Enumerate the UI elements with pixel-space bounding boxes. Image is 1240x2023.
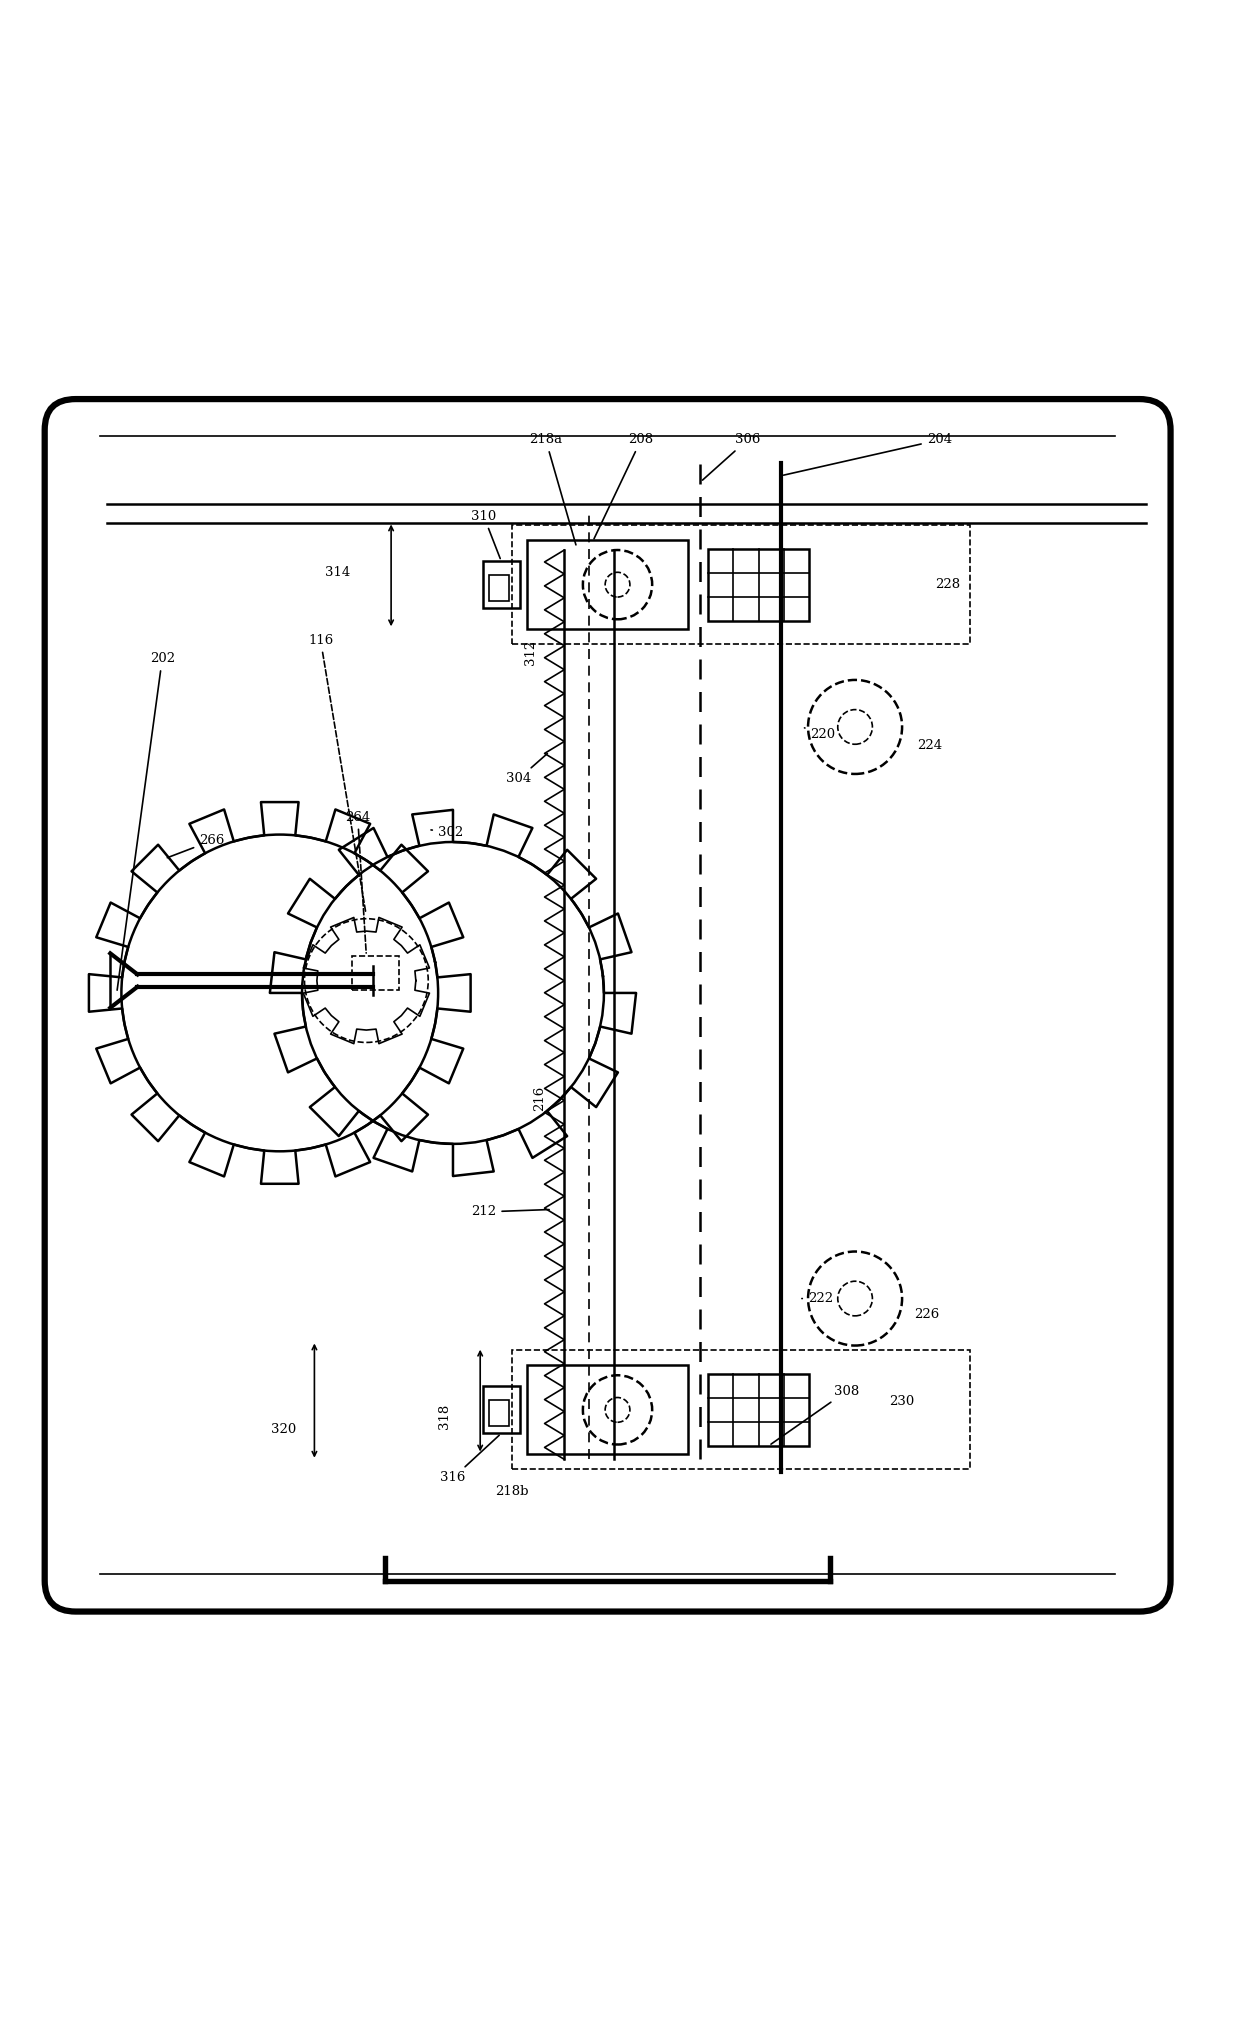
Text: 306: 306	[703, 433, 760, 479]
Text: 218a: 218a	[529, 433, 575, 544]
Text: 216: 216	[533, 1086, 546, 1111]
Text: 312: 312	[525, 639, 537, 666]
Bar	[512, 1351, 970, 1469]
Text: 228: 228	[935, 579, 961, 591]
Text: 116: 116	[308, 633, 366, 914]
Text: 226: 226	[914, 1309, 940, 1321]
Text: 318: 318	[438, 1404, 451, 1428]
Bar	[708, 548, 810, 621]
Bar	[527, 1366, 688, 1455]
Bar	[482, 1386, 520, 1434]
Text: 230: 230	[889, 1394, 915, 1408]
Text: 302: 302	[432, 825, 463, 840]
Text: 202: 202	[117, 651, 175, 989]
Text: 308: 308	[771, 1386, 859, 1444]
Text: 220: 220	[805, 728, 836, 740]
Text: 314: 314	[325, 566, 351, 579]
Text: 304: 304	[506, 753, 547, 785]
Bar	[708, 1374, 810, 1446]
Bar	[527, 540, 688, 629]
Text: 218b: 218b	[496, 1485, 529, 1499]
Bar	[351, 955, 398, 991]
Text: 320: 320	[270, 1424, 296, 1436]
Text: 212: 212	[471, 1206, 549, 1218]
Text: 266: 266	[167, 833, 224, 858]
Text: 224: 224	[916, 738, 942, 753]
Bar	[482, 560, 520, 609]
Bar	[489, 575, 510, 601]
Bar	[489, 1400, 510, 1426]
Bar	[512, 526, 970, 643]
Text: 222: 222	[802, 1293, 833, 1305]
Text: 316: 316	[440, 1434, 500, 1485]
Text: 204: 204	[784, 433, 952, 475]
Text: 208: 208	[594, 433, 653, 538]
Text: 310: 310	[471, 510, 500, 558]
Text: 264: 264	[345, 811, 371, 953]
